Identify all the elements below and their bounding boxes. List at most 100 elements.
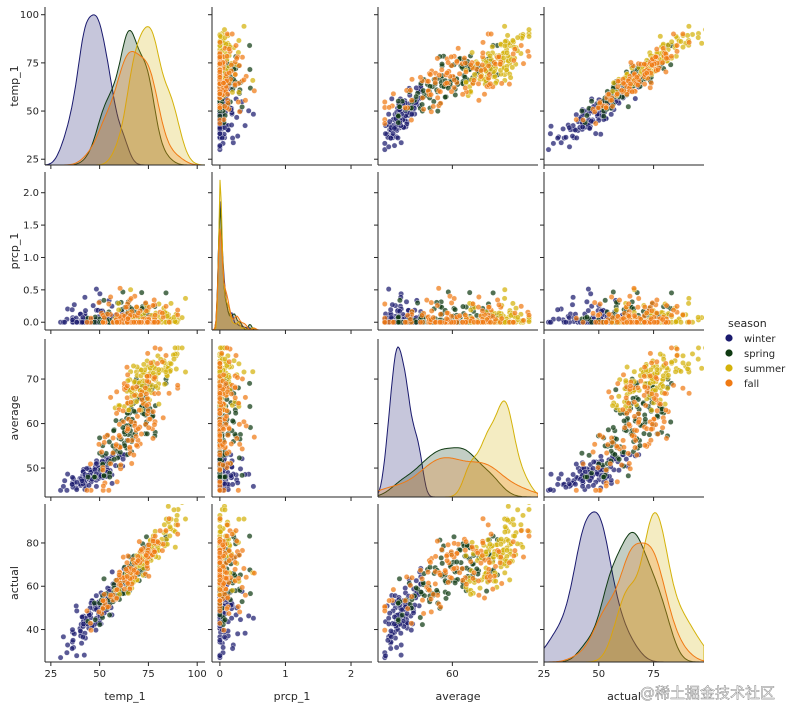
point-fall <box>142 384 149 391</box>
point-fall <box>649 62 655 68</box>
point-fall <box>642 402 649 409</box>
point-fall <box>228 62 235 68</box>
point-summer <box>241 23 247 30</box>
point-spring <box>641 430 647 437</box>
point-spring <box>143 533 150 540</box>
point-summer <box>168 300 174 307</box>
point-fall <box>451 77 458 83</box>
point-fall <box>635 82 641 88</box>
point-fall <box>150 302 156 309</box>
point-fall <box>216 467 223 473</box>
y-tick-label: 100 <box>20 10 39 21</box>
point-fall <box>159 358 166 365</box>
point-fall <box>142 299 149 306</box>
point-summer <box>216 523 223 530</box>
point-winter <box>60 633 67 640</box>
point-winter <box>81 652 88 658</box>
point-fall <box>428 299 435 306</box>
point-summer <box>510 300 516 307</box>
point-summer <box>471 71 478 78</box>
point-winter <box>584 298 590 305</box>
point-fall <box>663 302 670 309</box>
point-fall <box>150 538 156 544</box>
point-fall <box>152 344 159 351</box>
point-spring <box>452 92 459 98</box>
point-spring <box>584 314 590 320</box>
point-fall <box>232 394 239 401</box>
point-fall <box>614 83 621 90</box>
point-summer <box>241 516 247 522</box>
point-fall <box>232 384 239 391</box>
point-fall <box>96 299 102 306</box>
scatter-series-fall <box>216 344 258 494</box>
point-fall <box>596 432 603 439</box>
point-winter <box>86 482 92 489</box>
point-fall <box>217 390 223 397</box>
point-fall <box>174 382 181 389</box>
point-fall <box>232 71 239 78</box>
point-fall <box>216 61 223 67</box>
point-spring <box>439 61 445 67</box>
point-fall <box>124 371 131 378</box>
point-fall <box>668 53 675 60</box>
point-fall <box>145 573 152 580</box>
point-fall <box>486 71 493 78</box>
point-summer <box>514 34 521 41</box>
point-winter <box>573 134 580 141</box>
point-fall <box>428 307 435 314</box>
point-winter <box>60 483 67 490</box>
point-summer <box>161 521 168 528</box>
point-fall <box>123 566 129 573</box>
point-summer <box>152 383 159 390</box>
point-winter <box>616 467 622 474</box>
point-summer <box>702 27 704 33</box>
point-summer <box>235 89 242 96</box>
point-fall <box>526 312 532 319</box>
point-winter <box>73 319 80 326</box>
point-spring <box>101 297 107 304</box>
point-summer <box>469 49 475 56</box>
point-winter <box>590 458 597 465</box>
point-fall <box>445 59 451 66</box>
point-fall <box>631 285 637 292</box>
point-spring <box>222 474 229 480</box>
point-fall <box>448 54 455 60</box>
point-spring <box>434 108 441 115</box>
point-fall <box>107 294 114 300</box>
point-fall <box>417 319 424 326</box>
point-fall <box>573 487 580 494</box>
point-fall <box>462 312 469 318</box>
point-fall <box>235 487 242 494</box>
point-winter <box>93 460 100 467</box>
y-tick-label: 0.5 <box>23 285 39 296</box>
point-winter <box>78 640 85 647</box>
point-fall <box>124 383 131 389</box>
point-winter <box>233 114 240 121</box>
point-winter <box>608 111 615 118</box>
point-spring <box>144 430 151 437</box>
point-summer <box>217 528 224 535</box>
point-fall <box>225 432 231 439</box>
point-fall <box>143 402 150 409</box>
point-fall <box>670 382 677 389</box>
point-fall <box>649 390 655 397</box>
point-fall <box>609 314 616 321</box>
point-fall <box>436 72 443 79</box>
point-fall <box>133 384 140 390</box>
point-fall <box>402 104 409 111</box>
point-fall <box>88 315 94 322</box>
point-fall <box>125 315 131 322</box>
panel-content <box>545 285 704 326</box>
point-fall <box>216 395 223 402</box>
point-fall <box>242 97 249 104</box>
point-fall <box>663 407 669 413</box>
point-fall <box>623 91 630 98</box>
point-fall <box>116 571 123 578</box>
point-fall <box>432 79 439 86</box>
point-fall <box>443 80 450 87</box>
point-fall <box>591 108 598 115</box>
point-fall <box>641 319 648 326</box>
point-fall <box>580 117 586 123</box>
point-fall <box>124 559 130 566</box>
